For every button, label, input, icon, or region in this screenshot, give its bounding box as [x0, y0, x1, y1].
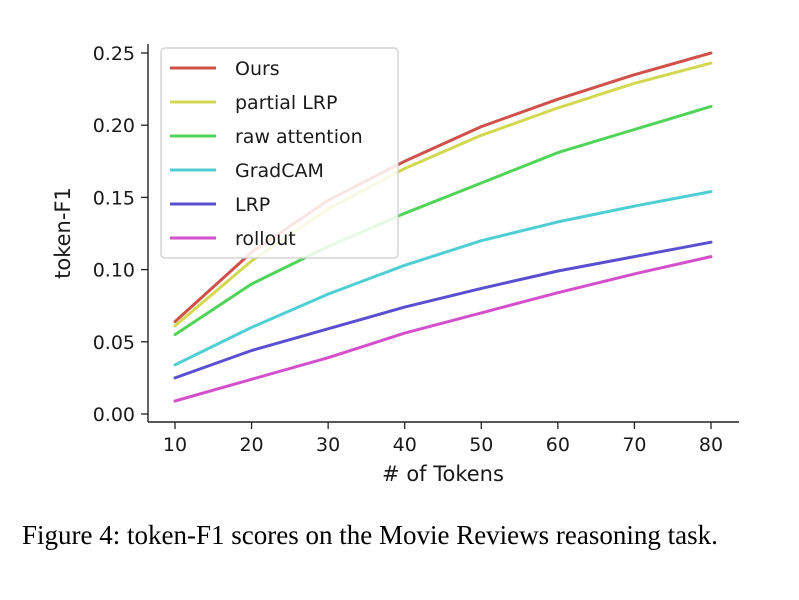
- x-tick-label: 50: [469, 434, 493, 456]
- y-tick-label: 0.20: [93, 115, 135, 137]
- x-tick-label: 70: [622, 434, 646, 456]
- line-chart: 10 20 30 40 50 60 70 80 0.00 0.05 0.10 0.15 0.20 0.25…: [51, 43, 739, 486]
- y-axis-label: token-F1: [51, 187, 75, 279]
- figure-caption: Figure 4: token-F1 scores on the Movie R…: [22, 520, 718, 550]
- x-axis-label: # of Tokens: [382, 462, 504, 486]
- x-tick-label: 30: [316, 434, 340, 456]
- series-line-rollout: [173, 255, 713, 403]
- x-tick-label: 40: [393, 434, 417, 456]
- x-tick-label: 20: [239, 434, 263, 456]
- y-tick-label: 0.10: [93, 260, 135, 282]
- y-tick-label: 0.00: [93, 404, 135, 426]
- x-tick-label: 60: [546, 434, 570, 456]
- axes: [147, 44, 739, 423]
- x-tick-label: 10: [163, 434, 187, 456]
- legend-label: partial LRP: [235, 92, 337, 114]
- y-tick-label: 0.15: [93, 187, 135, 209]
- legend-label: rollout: [235, 228, 296, 250]
- ticks: 10 20 30 40 50 60 70 80 0.00 0.05 0.10 0.15 0.20 0.25: [93, 43, 723, 456]
- y-tick-label: 0.05: [93, 332, 135, 354]
- y-tick-label: 0.25: [93, 43, 135, 65]
- series-line-lrp: [173, 240, 713, 380]
- legend-label: GradCAM: [235, 160, 324, 182]
- legend-label: LRP: [235, 194, 270, 216]
- series-line-gradcam: [173, 190, 713, 367]
- legend: Ours partial LRP raw attention GradCAM LRP ro…: [160, 47, 399, 259]
- x-tick-label: 80: [699, 434, 723, 456]
- legend-label: Ours: [235, 58, 280, 80]
- series-line-raw-attention: [173, 104, 713, 337]
- legend-label: raw attention: [235, 126, 363, 148]
- legend-frame: [160, 47, 399, 259]
